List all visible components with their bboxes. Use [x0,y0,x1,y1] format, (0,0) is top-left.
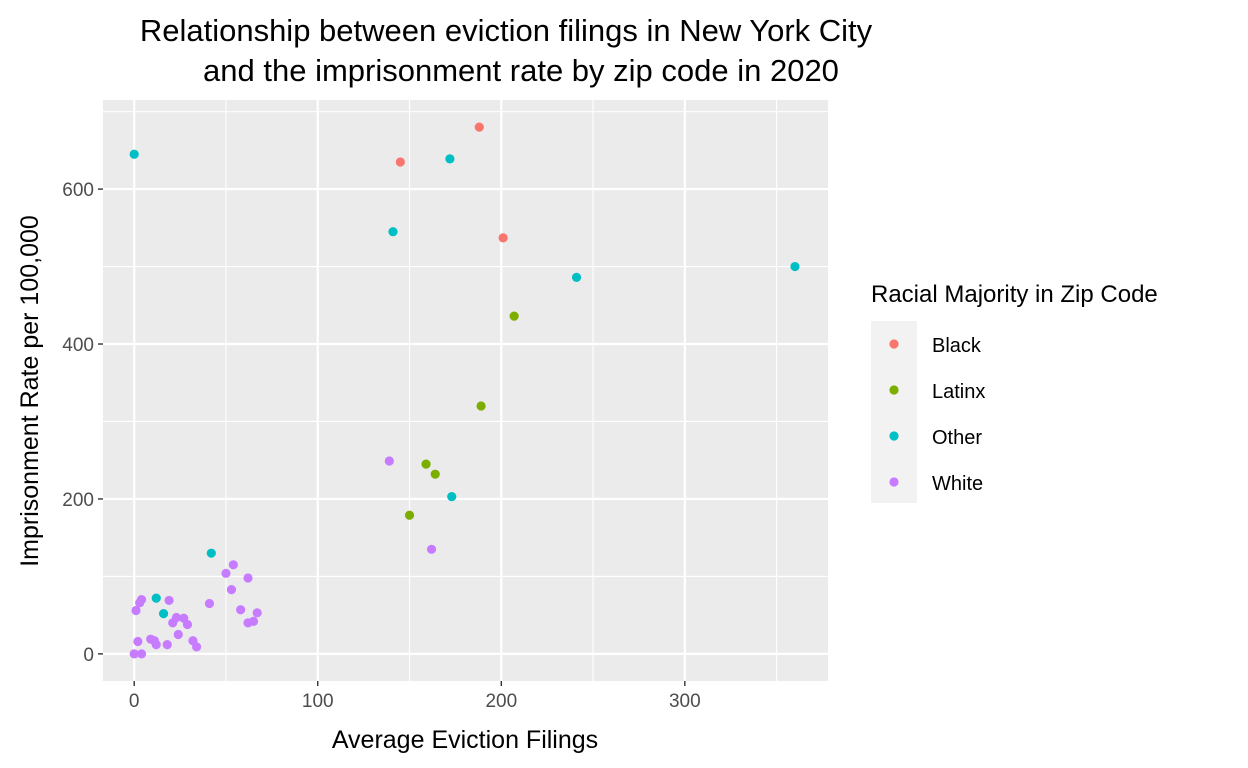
data-point-white [129,649,139,659]
y-tick-label: 200 [62,490,94,511]
legend-key-latinx [889,385,899,395]
y-tick-label: 0 [83,645,94,666]
data-point-other [447,492,457,502]
legend-label-black: Black [932,335,982,357]
chart-title-line-1: Relationship between eviction filings in… [140,13,873,48]
data-point-white [151,639,161,650]
legend-key-background [871,321,917,503]
legend-key-white [889,477,899,487]
data-point-white [236,605,246,615]
y-tick-label: 600 [62,180,94,201]
data-point-white [226,584,237,595]
x-axis-title: Average Eviction Filings [332,726,598,754]
data-point-latinx [404,510,415,520]
data-point-latinx [476,401,486,411]
legend-key-other [889,431,899,441]
data-point-white [173,629,183,640]
data-point-white [162,639,172,650]
data-point-white [131,605,141,616]
data-point-other [445,154,455,164]
x-tick-label: 200 [485,691,517,712]
data-point-white [171,612,182,623]
data-points [129,122,800,659]
y-axis-title: Imprisonment Rate per 100,000 [16,215,44,567]
data-point-white [204,598,215,609]
legend-label-latinx: Latinx [932,381,985,403]
data-point-other [158,609,169,619]
data-point-latinx [430,469,440,479]
legend-label-other: Other [932,427,982,449]
data-point-white [248,616,259,626]
data-point-white [221,568,231,578]
data-point-white [252,608,262,618]
y-axis-ticks: 0 200 400 600 [62,180,103,666]
x-axis-ticks: 0 100 200 300 [129,681,701,712]
legend-title: Racial Majority in Zip Code [871,281,1158,308]
data-point-other [790,261,800,272]
data-point-white [133,636,143,647]
data-point-white [136,649,147,659]
data-point-white [136,595,147,605]
data-point-white [384,456,394,466]
y-tick-label: 400 [62,335,94,356]
data-point-white [426,544,437,554]
data-point-white [164,595,174,606]
major-gridlines [103,100,828,681]
legend-key-black [889,339,899,349]
data-point-black [395,157,405,167]
chart-title-line-2: and the imprisonment rate by zip code in… [203,53,839,88]
data-point-latinx [509,311,519,321]
data-point-white [192,642,202,652]
data-point-black [474,122,484,132]
legend-items: Black Latinx Other White [889,335,985,495]
x-tick-label: 0 [129,691,140,712]
data-point-white [228,560,238,570]
data-point-other [129,149,139,159]
data-point-white [243,573,253,583]
data-point-other [206,548,216,558]
data-point-black [498,233,508,243]
data-point-other [151,593,161,603]
legend-label-white: White [932,473,983,495]
x-tick-label: 300 [669,691,701,712]
data-point-other [571,272,582,282]
data-point-white [182,619,193,630]
data-point-latinx [421,459,431,469]
data-point-other [388,227,398,237]
legend: Racial Majority in Zip Code Black Latinx O… [871,281,1158,503]
plot-panel [103,100,828,681]
x-tick-label: 100 [302,691,334,712]
